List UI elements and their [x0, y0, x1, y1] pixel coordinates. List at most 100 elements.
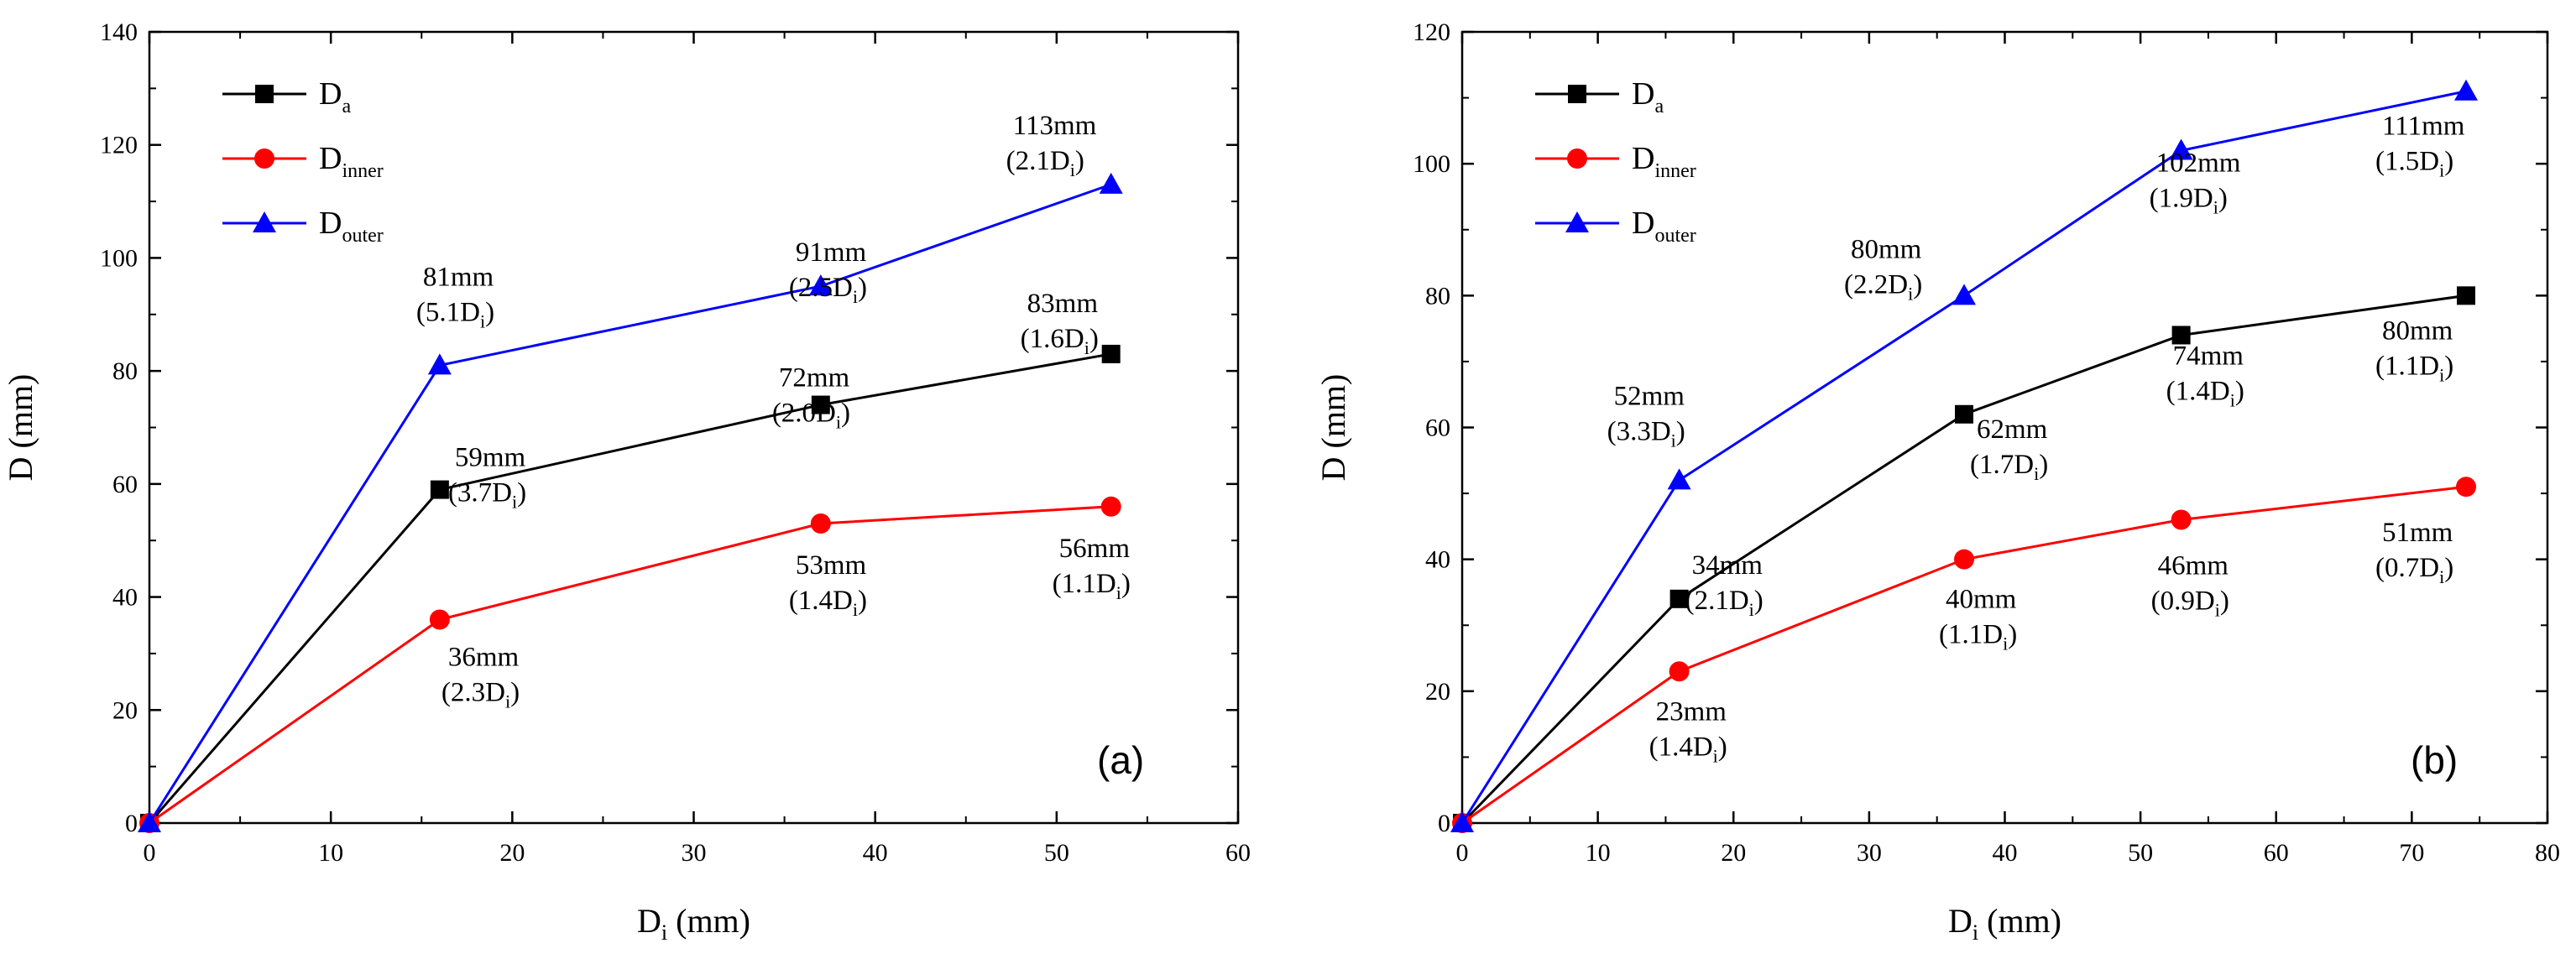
legend-label-sub: inner: [342, 160, 383, 182]
data-label-ratio-main: (1.1D: [1939, 620, 2003, 650]
data-label-ratio-sub: i: [505, 691, 510, 712]
y-tick-label: 80: [1425, 282, 1450, 310]
data-label-ratio-main: (1.6D: [1021, 324, 1084, 354]
data-point-a: [1955, 404, 1974, 424]
x-axis-label-main: D: [1948, 902, 1972, 940]
data-label-ratio: (3.7Di): [448, 478, 526, 513]
x-tick-label: 40: [863, 839, 888, 867]
legend-label-main: D: [1632, 141, 1654, 176]
data-point-outer: [427, 353, 452, 375]
legend-marker-outer: [1565, 211, 1589, 232]
y-tick-label: 40: [112, 584, 138, 612]
legend-label-main: D: [1632, 76, 1654, 112]
x-axis-label-main: D: [637, 902, 661, 940]
data-label-ratio: (0.7Di): [2375, 553, 2453, 587]
x-tick-label: 0: [144, 839, 156, 867]
data-label-ratio-main: (1.4D: [1649, 732, 1713, 762]
data-label-value: 52mm: [1614, 381, 1685, 411]
data-label-ratio-main: (1.4D: [2166, 376, 2230, 406]
data-label-value: 102mm: [2156, 148, 2241, 178]
data-label-ratio: (2.3Di): [442, 678, 520, 712]
y-tick-label: 120: [100, 132, 138, 159]
data-point-inner: [429, 609, 450, 630]
data-label-ratio-close: ): [1718, 732, 1727, 762]
data-label-ratio: (2.2Di): [1844, 269, 1922, 304]
data-point-inner: [2171, 509, 2192, 530]
data-label-ratio: (1.1Di): [2375, 351, 2453, 385]
panel-label: (a): [1097, 738, 1144, 782]
data-label-value: 91mm: [796, 237, 867, 268]
data-label-ratio-main: (2.3D: [442, 678, 505, 708]
y-tick-label: 80: [112, 357, 138, 385]
x-tick-label: 30: [682, 839, 707, 867]
series-line-outer: [1460, 90, 2467, 824]
data-label-ratio-main: (3.3D: [1607, 416, 1671, 446]
data-point-a: [1669, 589, 1689, 608]
data-label-value: 80mm: [2382, 315, 2453, 346]
data-label-ratio-close: ): [841, 399, 850, 429]
panel-label: (b): [2411, 738, 2458, 782]
data-label-ratio: (2.1Di): [1006, 146, 1084, 180]
data-label-ratio-sub: i: [1671, 430, 1676, 451]
data-label-ratio-sub: i: [480, 310, 485, 331]
data-label-ratio: (1.4Di): [789, 586, 867, 620]
legend-label-a: Da: [319, 76, 351, 117]
data-label-ratio-sub: i: [2003, 633, 2008, 654]
data-label-ratio-sub: i: [1749, 599, 1754, 620]
data-point-inner: [1100, 496, 1121, 517]
x-tick-label: 60: [2264, 839, 2289, 867]
data-label-ratio: (1.5Di): [2375, 147, 2453, 181]
data-label-value: 83mm: [1027, 289, 1099, 319]
data-label-ratio-main: (0.9D: [2151, 586, 2215, 617]
data-label-ratio: (2.1Di): [1685, 586, 1763, 620]
data-label-ratio: (2.5Di): [789, 273, 867, 307]
data-point-inner: [2456, 477, 2477, 498]
legend-label-main: D: [319, 141, 342, 176]
legend-marker-inner: [1567, 149, 1587, 169]
y-tick-label: 40: [1425, 546, 1450, 574]
x-axis-label: Di (mm): [1948, 902, 2061, 945]
y-tick-label: 140: [100, 18, 138, 46]
x-tick-label: 80: [2535, 839, 2560, 867]
data-label-ratio-close: ): [517, 478, 526, 508]
x-tick-label: 40: [1993, 839, 2018, 867]
series-a: 59mm(3.7Di)72mm(2.0Di)83mm(1.6Di): [140, 289, 1121, 832]
data-point-outer: [2169, 138, 2193, 160]
data-label-ratio-sub: i: [1084, 337, 1089, 358]
data-label-ratio-close: ): [1754, 586, 1763, 616]
data-point-a: [811, 395, 830, 414]
legend-label-main: D: [1632, 206, 1654, 241]
data-label-ratio-sub: i: [2230, 389, 2235, 410]
series-a: 34mm(2.1Di)62mm(1.7Di)74mm(1.4Di)80mm(1.…: [1453, 286, 2476, 832]
data-point-a: [1101, 344, 1121, 363]
data-label-value: 81mm: [423, 262, 494, 292]
data-label-ratio-close: ): [2235, 376, 2244, 406]
data-label-ratio-close: ): [2039, 450, 2048, 480]
data-point-outer: [1450, 811, 1474, 832]
data-label-value: 72mm: [779, 363, 850, 393]
series-line-outer: [148, 183, 1112, 824]
y-tick-label: 100: [100, 244, 138, 272]
data-label-ratio-main: (2.1D: [1685, 586, 1749, 616]
data-label-ratio-main: (1.4D: [789, 586, 853, 616]
x-tick-label: 70: [2399, 839, 2424, 867]
data-label-ratio-main: (1.7D: [1970, 450, 2034, 480]
x-tick-label: 10: [1586, 839, 1611, 867]
data-label-ratio: (3.3Di): [1607, 416, 1685, 451]
data-label-ratio-sub: i: [2439, 566, 2444, 587]
data-point-a: [430, 480, 449, 499]
legend-marker-inner: [254, 149, 274, 169]
data-point-inner: [1954, 549, 1975, 570]
series-line-inner: [1461, 485, 2467, 825]
legend-label-sub: inner: [1654, 160, 1696, 182]
series-inner: 23mm(1.4Di)40mm(1.1Di)46mm(0.9Di)51mm(0.…: [1452, 477, 2477, 833]
data-label-value: 53mm: [796, 550, 867, 581]
data-label-ratio-sub: i: [1070, 159, 1075, 180]
data-label-ratio-main: (1.5D: [2375, 147, 2439, 177]
data-label-ratio: (1.6Di): [1021, 324, 1099, 358]
data-label-ratio-close: ): [485, 297, 494, 327]
